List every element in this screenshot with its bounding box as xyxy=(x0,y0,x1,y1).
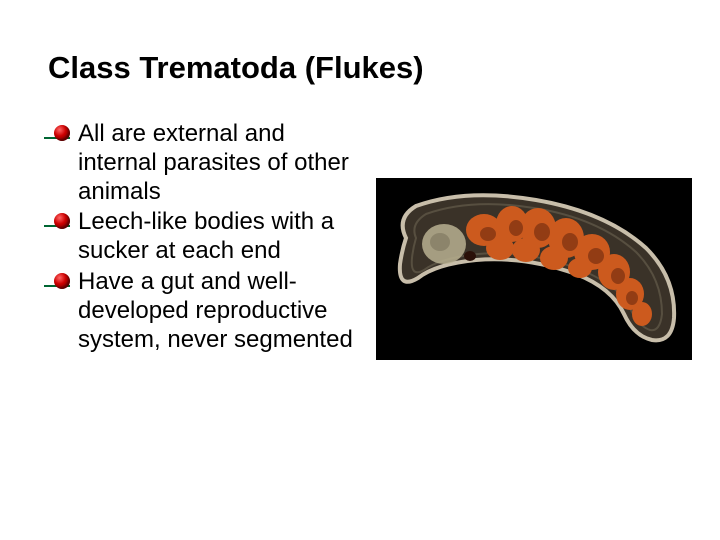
bullet-icon xyxy=(44,211,74,235)
bullet-text: All are external and internal parasites … xyxy=(74,120,354,206)
bullet-icon xyxy=(44,123,74,147)
fluke-image xyxy=(376,178,692,360)
bullet-text: Leech-like bodies with a sucker at each … xyxy=(74,208,354,266)
list-item: All are external and internal parasites … xyxy=(44,120,354,206)
list-item: Leech-like bodies with a sucker at each … xyxy=(44,208,354,266)
slide-title: Class Trematoda (Flukes) xyxy=(48,50,424,86)
bullet-text: Have a gut and well-developed reproducti… xyxy=(74,268,354,354)
bullet-icon xyxy=(44,271,74,295)
bullet-list: All are external and internal parasites … xyxy=(44,120,354,356)
list-item: Have a gut and well-developed reproducti… xyxy=(44,268,354,354)
fluke-illustration-svg xyxy=(376,178,692,360)
